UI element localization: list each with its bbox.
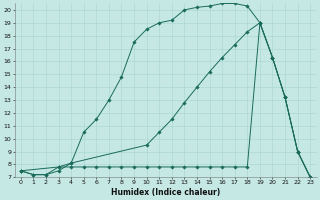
X-axis label: Humidex (Indice chaleur): Humidex (Indice chaleur) [111,188,220,197]
